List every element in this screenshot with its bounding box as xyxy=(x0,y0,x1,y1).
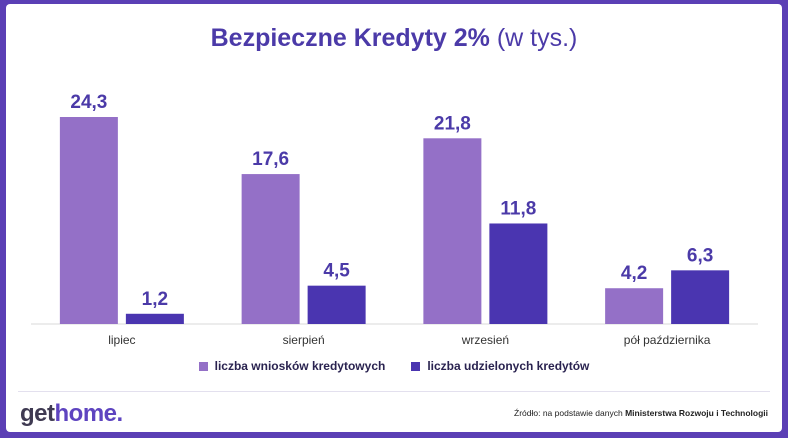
bar-granted-0 xyxy=(125,313,184,324)
x-tick-label-3: pół października xyxy=(624,333,711,347)
value-label-granted-0: 1,2 xyxy=(142,289,168,310)
source-institution: Ministerstwa Rozwoju i Technologii xyxy=(625,408,768,418)
value-label-granted-1: 4,5 xyxy=(323,261,350,282)
gethome-logo: gethome. xyxy=(20,400,123,428)
x-tick-label-0: lipiec xyxy=(108,333,135,347)
bar-applications-1 xyxy=(241,174,300,324)
chart-title-unit: (w tys.) xyxy=(496,24,578,52)
legend: liczba wniosków kredytowych liczba udzie… xyxy=(6,359,782,373)
chart-title-main: Bezpieczne Kredyty 2% xyxy=(210,24,490,52)
value-label-applications-2: 21,8 xyxy=(434,113,471,134)
chart-card: Bezpieczne Kredyty 2% (w tys.) 24,3 1,2 li… xyxy=(6,4,782,432)
bar-granted-3 xyxy=(671,270,730,324)
x-tick-label-2: wrzesień xyxy=(461,333,509,347)
legend-label-granted: liczba udzielonych kredytów xyxy=(427,359,590,373)
source-note: Źródło: na podstawie danych Ministerstwa… xyxy=(514,408,768,418)
bar-applications-0 xyxy=(59,117,118,324)
value-label-applications-3: 4,2 xyxy=(621,263,647,284)
legend-swatch-applications xyxy=(198,361,208,371)
bar-applications-3 xyxy=(605,288,664,324)
legend-item-applications: liczba wniosków kredytowych xyxy=(198,359,386,373)
bar-granted-2 xyxy=(489,223,548,324)
logo-get: get xyxy=(20,400,55,427)
legend-label-applications: liczba wniosków kredytowych xyxy=(214,359,386,373)
footer-divider xyxy=(18,391,770,392)
source-prefix: Źródło: na podstawie danych xyxy=(514,408,623,418)
bar-chart: 24,3 1,2 lipiec 17,6 4,5 sierpień 21,8 11,8 wrze… xyxy=(31,92,758,347)
value-label-granted-2: 11,8 xyxy=(500,198,536,219)
value-label-applications-1: 17,6 xyxy=(252,149,289,170)
bar-applications-2 xyxy=(423,138,482,324)
legend-swatch-granted xyxy=(411,361,421,371)
x-tick-label-1: sierpień xyxy=(283,333,325,347)
value-label-granted-3: 6,3 xyxy=(687,245,713,266)
bar-granted-1 xyxy=(307,285,366,324)
chart-title: Bezpieczne Kredyty 2% (w tys.) xyxy=(6,24,782,53)
legend-item-granted: liczba udzielonych kredytów xyxy=(411,359,589,373)
value-label-applications-0: 24,3 xyxy=(70,92,107,113)
logo-home: home. xyxy=(54,400,124,427)
